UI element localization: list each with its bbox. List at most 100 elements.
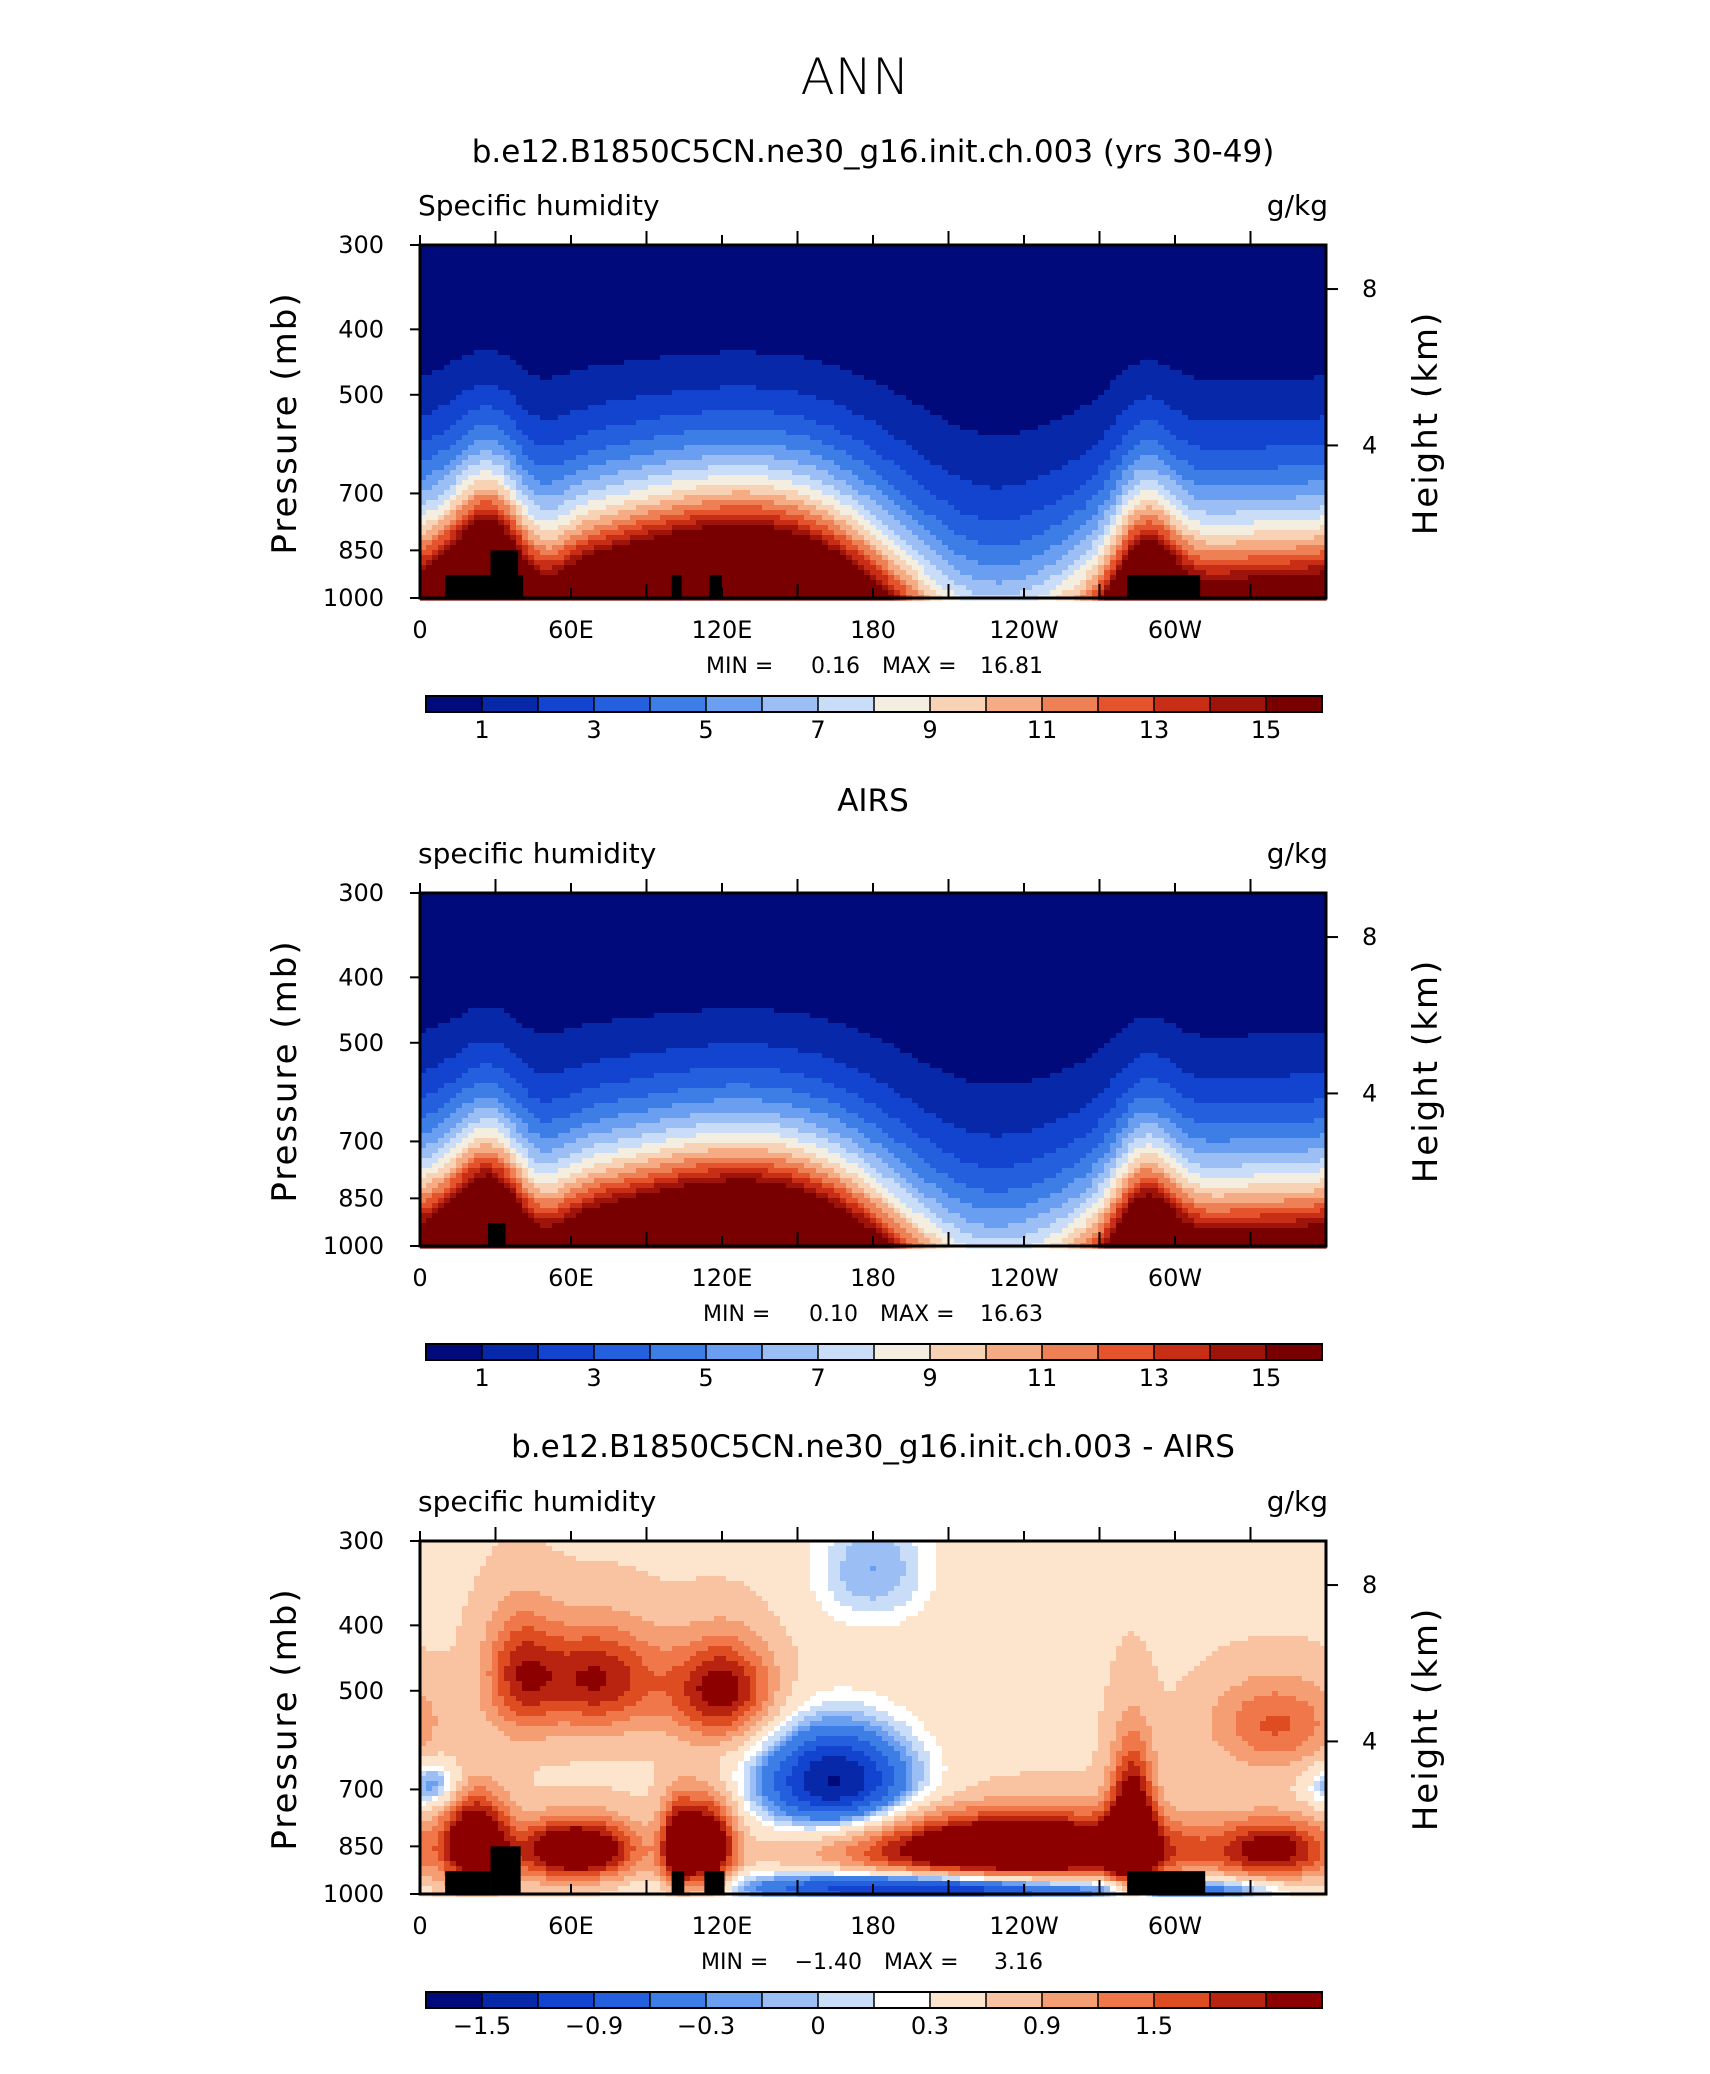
heatmap-cell [498,1806,511,1812]
heatmap-cell [534,1193,565,1199]
colorbar-swatch [818,1992,875,2008]
heatmap-cell [774,1661,799,1667]
heatmap-cell [732,1811,739,1817]
heatmap-cell [420,570,541,576]
heatmap-cell [984,1188,1009,1194]
heatmap-cell [666,1836,727,1842]
heatmap-cell [1182,500,1327,506]
heatmap-cell [738,1851,745,1857]
heatmap-cell [1146,1143,1153,1149]
heatmap-cell [570,550,583,556]
heatmap-cell [456,540,517,546]
heatmap-cell [918,1228,925,1234]
heatmap-cell [708,1168,769,1174]
heatmap-cell [804,1776,829,1782]
heatmap-cell [522,365,589,371]
heatmap-cell [468,1113,505,1119]
heatmap-cell [618,1871,637,1877]
heatmap-cell [684,510,787,516]
heatmap-cell [882,1846,901,1852]
heatmap-cell [894,1796,901,1802]
colorbar-swatch [650,696,707,712]
heatmap-cell [810,1158,829,1164]
heatmap-cell [726,1821,733,1827]
heatmap-cell [444,1846,451,1852]
heatmap-cell [510,530,517,536]
heatmap-cell [1164,1098,1195,1104]
heatmap-cell [570,510,589,516]
heatmap-cell [630,1826,661,1832]
heatmap-cell [420,1846,433,1852]
heatmap-cell [510,1148,517,1154]
heatmap-cell [666,1841,727,1847]
heatmap-cell [444,525,451,531]
heatmap-cell [468,1148,505,1154]
heatmap-cell [1164,525,1171,531]
heatmap-cell [504,500,511,506]
heatmap-cell [510,1796,661,1802]
heatmap-cell [870,1138,895,1144]
heatmap-cell [840,550,847,556]
heatmap-cell [450,425,475,431]
heatmap-cell [1128,490,1141,496]
heatmap-cell [864,375,1117,381]
heatmap-cell [498,1173,505,1179]
heatmap-cell [510,1811,619,1817]
heatmap-cell [456,475,469,481]
heatmap-cell [1140,1756,1147,1762]
heatmap-cell [840,1866,877,1872]
heatmap-cell [546,1806,607,1812]
heatmap-cell [1236,1711,1315,1717]
heatmap-cell [480,450,493,456]
heatmap-cell [1038,1213,1069,1219]
heatmap-cell [1278,1806,1315,1812]
heatmap-cell [852,410,931,416]
heatmap-cell [912,400,1093,406]
heatmap-cell [528,525,541,531]
heatmap-cell [660,1851,667,1857]
heatmap-cell [546,1871,601,1877]
heatmap-cell [1290,1761,1315,1767]
heatmap-cell [888,555,901,561]
heatmap-cell [600,515,631,521]
heatmap-cell [1296,1776,1315,1782]
heatmap-cell [1026,575,1051,581]
heatmap-cell [666,1846,727,1852]
heatmap-cell [906,1746,913,1752]
heatmap-cell [846,1188,853,1194]
heatmap-cell [1158,440,1189,446]
heatmap-cell [522,1208,529,1214]
heatmap-cell [906,1561,919,1567]
heatmap-cell [420,1651,481,1657]
heatmap-cell [930,1238,943,1244]
heatmap-cell [420,1571,481,1577]
heatmap-cell [978,540,1021,546]
heatmap-cell [444,475,457,481]
heatmap-cell [420,1811,439,1817]
heatmap-cell [564,1601,769,1607]
heatmap-cell [1128,1023,1177,1029]
heatmap-cell [1086,535,1099,541]
heatmap-cell [582,1158,613,1164]
heatmap-cell [1200,530,1255,536]
heatmap-cell [768,1641,793,1647]
heatmap-cell [792,1716,805,1722]
heatmap-cell [438,1836,445,1842]
heatmap-cell [1146,395,1153,401]
heatmap-cell [498,1706,511,1712]
heatmap-cell [996,580,1003,586]
units-label: g/kg [1267,837,1328,870]
heatmap-cell [840,1561,907,1567]
heatmap-cell [570,1128,613,1134]
heatmap-cell [462,390,511,396]
heatmap-cell [456,1786,463,1792]
heatmap-cell [924,1108,1081,1114]
heatmap-cell [594,550,841,556]
heatmap-cell [708,465,769,471]
heatmap-cell [444,1188,451,1194]
min-label: MIN = [703,1302,770,1327]
heatmap-cell [1242,1846,1297,1852]
heatmap-cell [426,1741,691,1747]
heatmap-cell [1200,1173,1255,1179]
